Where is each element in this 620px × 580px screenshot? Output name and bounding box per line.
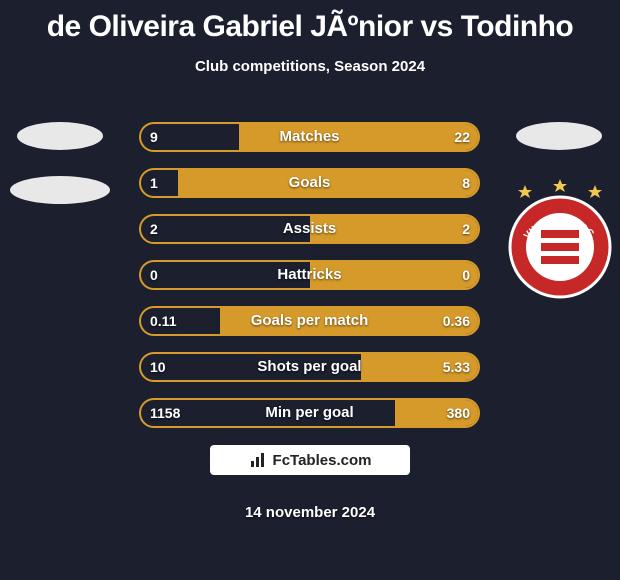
page-title: de Oliveira Gabriel JÃºnior vs Todinho bbox=[0, 0, 620, 44]
stat-value-left: 9 bbox=[150, 122, 158, 152]
stat-value-right: 2 bbox=[462, 214, 470, 244]
stat-row: Hattricks0 0 bbox=[0, 260, 620, 290]
stat-row: Goals1 8 bbox=[0, 168, 620, 198]
stat-row: Min per goal1158 380 bbox=[0, 398, 620, 428]
stats-table: Matches922Goals18Assists22Hattricks00Goa… bbox=[0, 122, 620, 444]
stat-label: Hattricks bbox=[139, 260, 480, 290]
footer-date: 14 november 2024 bbox=[0, 504, 620, 521]
stat-row: Matches9 22 bbox=[0, 122, 620, 152]
stat-value-right: 0.36 bbox=[443, 306, 470, 336]
stat-value-right: 0 bbox=[462, 260, 470, 290]
stat-label: Goals per match bbox=[139, 306, 480, 336]
stat-value-left: 2 bbox=[150, 214, 158, 244]
stat-value-left: 1 bbox=[150, 168, 158, 198]
stat-row: Shots per goal10 5.33 bbox=[0, 352, 620, 382]
stat-value-left: 1158 bbox=[150, 398, 180, 428]
stat-label: Shots per goal bbox=[139, 352, 480, 382]
stat-label: Matches bbox=[139, 122, 480, 152]
stat-value-right: 22 bbox=[454, 122, 470, 152]
stat-label: Min per goal bbox=[139, 398, 480, 428]
stat-label: Assists bbox=[139, 214, 480, 244]
stat-value-right: 5.33 bbox=[443, 352, 470, 382]
stat-value-right: 380 bbox=[447, 398, 470, 428]
fctables-icon bbox=[249, 451, 267, 469]
page-subtitle: Club competitions, Season 2024 bbox=[0, 58, 620, 75]
stat-value-right: 8 bbox=[462, 168, 470, 198]
stat-value-left: 0 bbox=[150, 260, 158, 290]
stat-value-left: 10 bbox=[150, 352, 166, 382]
stat-label: Goals bbox=[139, 168, 480, 198]
stat-value-left: 0.11 bbox=[150, 306, 176, 336]
fctables-badge: FcTables.com bbox=[210, 445, 410, 475]
stat-row: Assists2 2 bbox=[0, 214, 620, 244]
fctables-text: FcTables.com bbox=[273, 452, 372, 469]
stat-row: Goals per match0.11 0.36 bbox=[0, 306, 620, 336]
